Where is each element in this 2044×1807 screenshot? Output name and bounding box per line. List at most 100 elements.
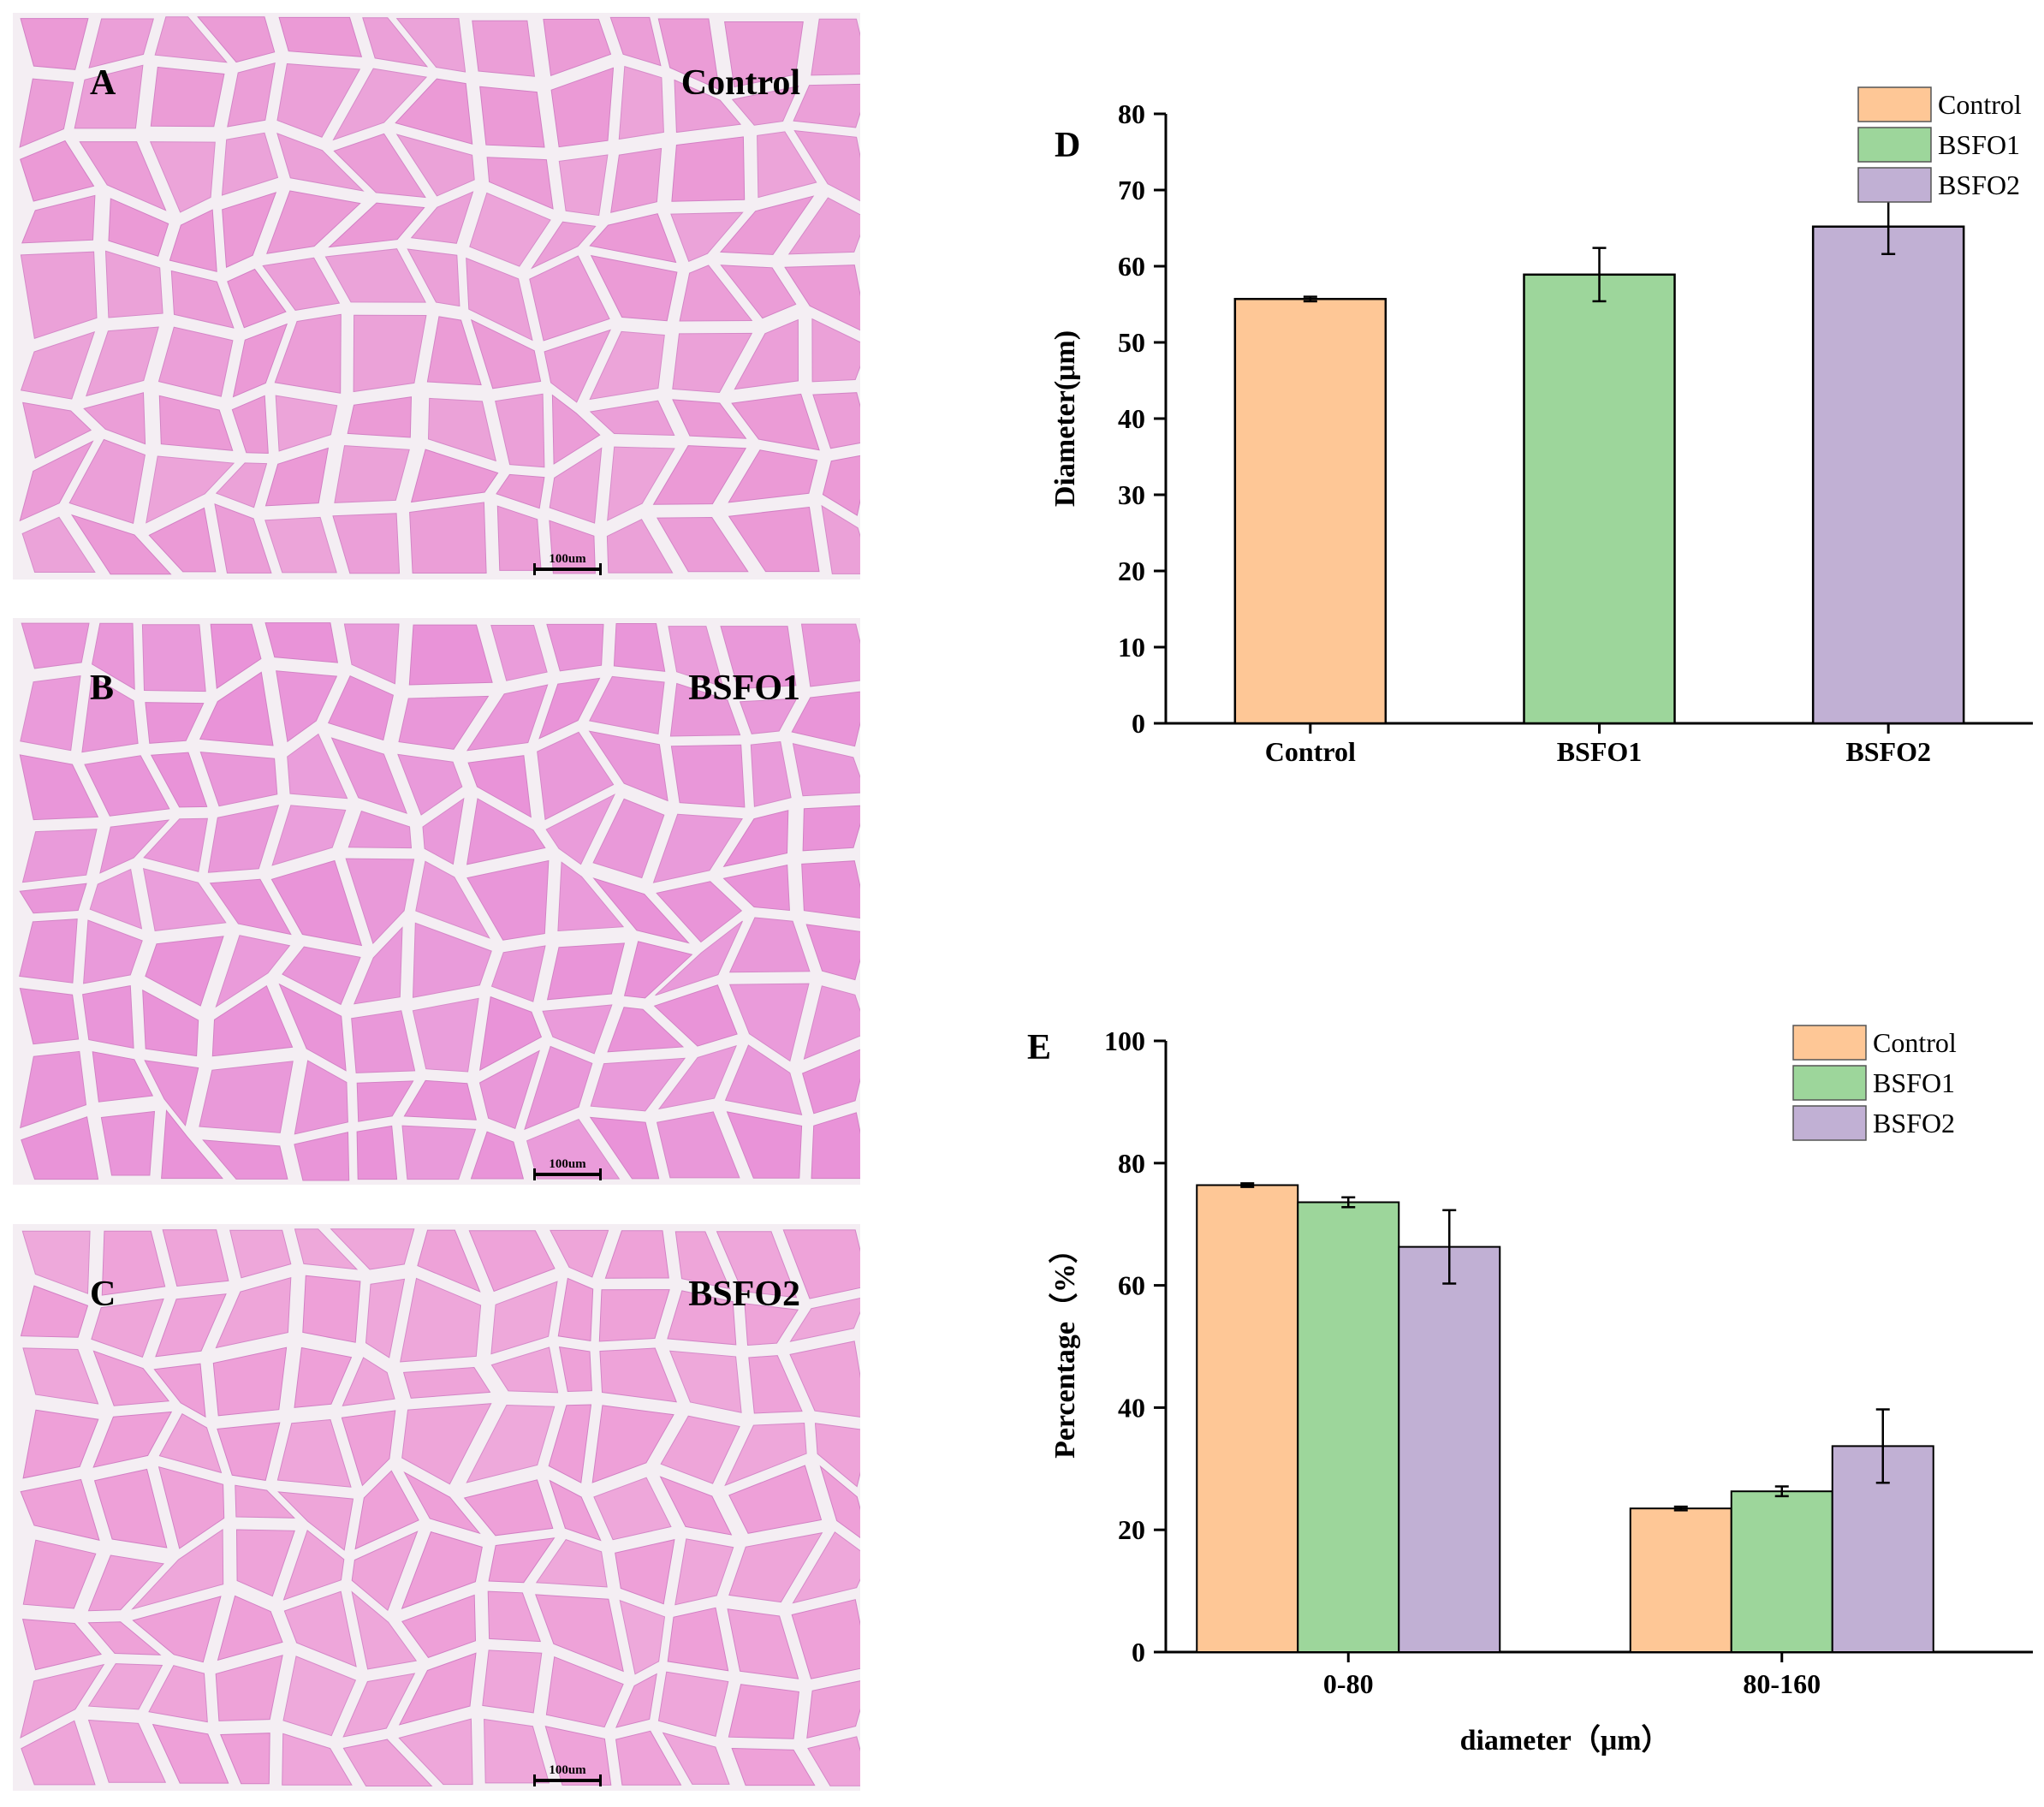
- muscle-fiber: [264, 516, 337, 574]
- scale-bar-label: 100um: [549, 552, 586, 566]
- legend-label: BSFO2: [1938, 169, 2020, 200]
- muscle-fiber: [21, 516, 96, 573]
- muscle-fiber: [101, 1230, 166, 1296]
- muscle-fiber: [674, 1231, 731, 1290]
- histology-panel-bsfo2: C BSFO2 100um: [13, 1224, 860, 1791]
- muscle-fiber: [20, 1663, 105, 1739]
- muscle-fiber: [671, 136, 746, 202]
- muscle-fiber: [590, 254, 678, 322]
- tissue-image-bsfo2: [13, 1224, 860, 1791]
- muscle-fiber: [153, 1363, 206, 1418]
- y-tick-label: 0: [1132, 1637, 1145, 1667]
- muscle-fiber: [819, 1465, 860, 1539]
- muscle-fiber: [655, 920, 743, 996]
- muscle-fiber: [544, 1726, 612, 1786]
- muscle-fiber: [415, 860, 490, 939]
- muscle-fiber: [302, 1275, 361, 1343]
- muscle-fiber: [659, 1476, 733, 1536]
- muscle-fiber: [20, 140, 95, 202]
- muscle-fiber: [615, 1673, 657, 1728]
- muscle-fiber: [607, 446, 675, 521]
- muscle-fiber: [22, 1409, 99, 1479]
- muscle-fiber: [750, 740, 792, 807]
- muscle-fiber: [231, 395, 269, 455]
- y-tick-label: 80: [1118, 98, 1145, 129]
- muscle-fiber: [782, 1229, 860, 1299]
- muscle-fiber: [351, 1010, 416, 1073]
- scale-bar-label: 100um: [549, 1763, 586, 1777]
- muscle-fiber: [222, 192, 277, 268]
- x-axis-label: diameter（μm）: [1460, 1723, 1671, 1756]
- x-tick-label: BSFO1: [1557, 736, 1643, 767]
- muscle-fiber: [822, 455, 860, 516]
- muscle-fiber: [158, 395, 234, 451]
- muscle-fiber: [727, 1608, 799, 1679]
- muscle-fiber: [801, 860, 860, 918]
- muscle-fiber: [486, 157, 554, 210]
- muscle-fiber: [728, 917, 811, 973]
- muscle-fiber: [422, 797, 465, 865]
- muscle-fiber: [155, 1293, 227, 1358]
- muscle-fiber: [524, 1045, 593, 1131]
- muscle-fiber: [398, 1718, 473, 1786]
- muscle-fiber: [739, 698, 798, 734]
- muscle-fiber: [20, 18, 89, 70]
- muscle-fiber: [21, 1230, 91, 1294]
- legend-label: BSFO2: [1873, 1108, 1955, 1138]
- muscle-fiber: [606, 519, 674, 574]
- muscle-fiber: [92, 622, 135, 691]
- muscle-fiber: [131, 1528, 224, 1610]
- muscle-fiber: [81, 675, 139, 753]
- muscle-fiber: [549, 520, 596, 574]
- muscle-fiber: [802, 805, 860, 852]
- muscle-fiber: [275, 395, 338, 452]
- muscle-fiber: [202, 1139, 288, 1180]
- muscle-fiber: [484, 1718, 550, 1784]
- muscle-fiber: [150, 752, 208, 808]
- muscle-fiber: [330, 737, 407, 814]
- muscle-fiber: [726, 1111, 803, 1179]
- legend-label: BSFO1: [1873, 1067, 1955, 1098]
- muscle-fiber: [169, 209, 217, 272]
- muscle-fiber: [463, 1479, 554, 1537]
- muscle-fiber: [401, 1531, 483, 1609]
- muscle-fiber: [674, 79, 742, 134]
- scale-bar-line: [533, 1774, 602, 1786]
- panel-letter-a: A: [90, 63, 116, 103]
- muscle-fiber: [592, 798, 665, 879]
- muscle-fiber: [264, 622, 339, 663]
- muscle-fiber: [535, 1594, 624, 1673]
- muscle-fiber: [87, 1554, 165, 1612]
- muscle-fiber: [332, 68, 428, 141]
- muscle-fiber: [348, 810, 413, 849]
- muscle-fiber: [679, 265, 753, 322]
- muscle-fiber: [544, 329, 611, 403]
- muscle-fiber: [722, 810, 789, 868]
- muscle-fiber: [197, 16, 276, 63]
- panel-letter-d: D: [1055, 126, 1080, 165]
- muscle-fiber: [21, 1116, 99, 1180]
- muscle-fiber: [333, 133, 426, 199]
- muscle-fiber: [542, 1004, 613, 1055]
- muscle-fiber: [791, 691, 860, 747]
- muscle-fiber: [590, 1057, 686, 1112]
- x-tick-label: 80-160: [1743, 1668, 1821, 1699]
- y-tick-label: 10: [1118, 632, 1145, 663]
- muscle-fiber: [490, 945, 546, 1002]
- muscle-fiber: [398, 695, 490, 750]
- scale-bar-line: [533, 1168, 602, 1180]
- muscle-fiber: [478, 1049, 540, 1130]
- muscle-fiber: [811, 18, 860, 76]
- muscle-fiber: [276, 62, 361, 138]
- muscle-fiber: [490, 1281, 558, 1355]
- muscle-fiber: [792, 743, 860, 797]
- muscle-fiber: [545, 794, 615, 865]
- panel-letter-c: C: [90, 1275, 116, 1314]
- muscle-fiber: [141, 624, 206, 692]
- muscle-fiber: [806, 1680, 860, 1739]
- muscle-fiber: [720, 626, 797, 690]
- muscle-fiber: [470, 1131, 525, 1180]
- muscle-fiber: [83, 919, 143, 984]
- muscle-fiber: [667, 1607, 729, 1672]
- muscle-fiber: [157, 1465, 225, 1549]
